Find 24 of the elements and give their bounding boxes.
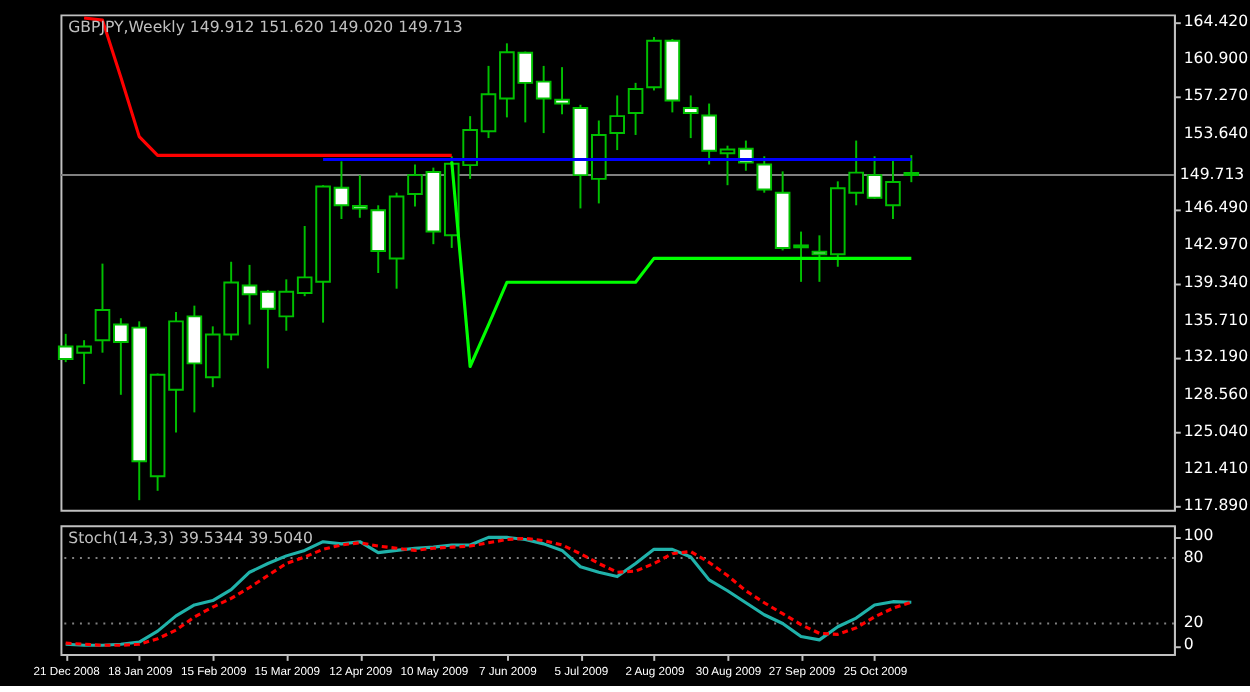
y-tick-label: 128.560 (1183, 384, 1249, 403)
y-tick-label: 121.410 (1183, 459, 1249, 478)
y-tick-label: 157.270 (1183, 86, 1249, 105)
candlestick (903, 154, 920, 184)
y-tick-label: 164.420 (1183, 11, 1249, 30)
y-tick-label: 125.040 (1183, 421, 1249, 440)
y-tick-label: 146.490 (1183, 198, 1249, 217)
candlestick (756, 155, 773, 194)
y-tick-label: 139.340 (1183, 272, 1249, 291)
y-tick-label: 132.190 (1183, 347, 1249, 366)
y-tick-label: 135.710 (1183, 310, 1249, 329)
chart-title: Stoch(14,3,3) 39.5344 39.5040 (68, 528, 313, 547)
y-tick-label: 117.890 (1183, 495, 1249, 514)
candlestick (609, 94, 625, 152)
ref-line-label: 149.713 (1179, 164, 1245, 183)
y-tick-label: 160.900 (1183, 48, 1249, 67)
y-tick-label: 0 (1183, 635, 1194, 654)
y-tick-label: 100 (1183, 526, 1214, 545)
candlestick (682, 94, 699, 140)
y-tick-label: 80 (1183, 547, 1204, 566)
y-tick-label: 20 (1183, 613, 1204, 632)
candlestick (627, 81, 644, 136)
y-tick-label: 142.970 (1183, 235, 1249, 254)
y-tick-label: 153.640 (1183, 124, 1249, 143)
